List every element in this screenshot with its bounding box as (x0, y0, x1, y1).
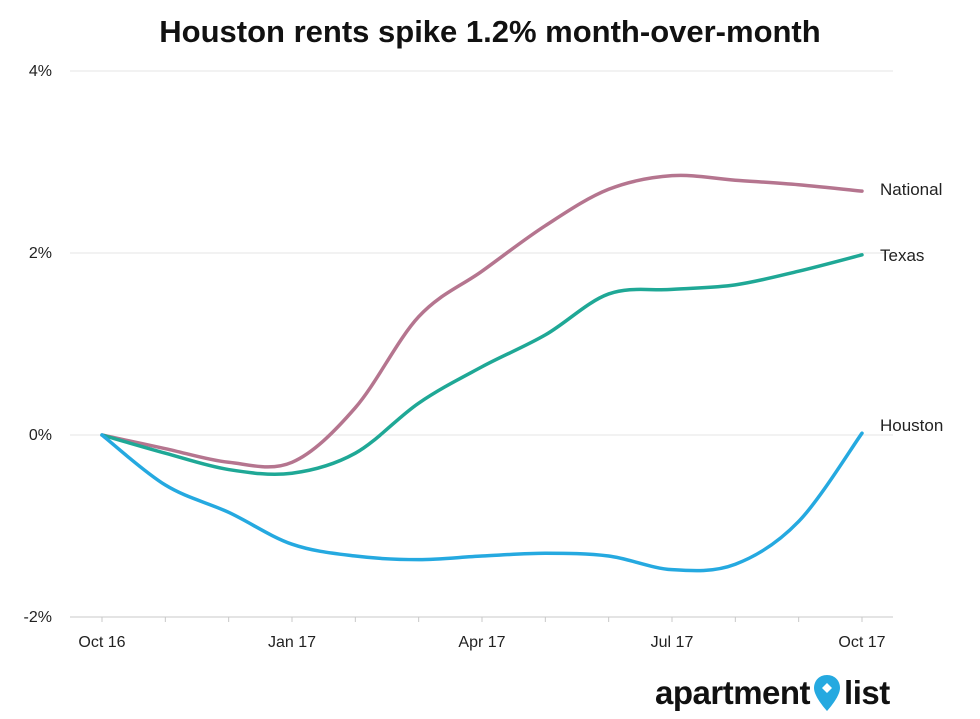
logo-text-apartment: apartment (655, 674, 811, 711)
x-tick-label: Oct 17 (838, 634, 885, 651)
apartment-list-logo: apartment list (655, 668, 890, 718)
series-line-national (100, 173, 864, 469)
series-labels: National Texas Houston (880, 180, 943, 435)
series-label-houston: Houston (880, 416, 943, 435)
y-tick-label: 2% (29, 245, 52, 262)
series-label-texas: Texas (880, 246, 924, 265)
series-lines (100, 173, 864, 573)
y-tick-label: -2% (24, 609, 52, 626)
series-label-national: National (880, 180, 942, 199)
y-axis-ticks: -2% 0% 2% 4% (24, 63, 52, 626)
chart-title: Houston rents spike 1.2% month-over-mont… (159, 14, 821, 49)
map-pin-icon (814, 675, 841, 711)
series-line-texas (100, 253, 864, 477)
x-tick-label: Jul 17 (651, 634, 694, 651)
line-chart: -2% 0% 2% 4% Oct 16 Jan 17 Apr 17 Jul 17 Oct 17… (24, 63, 944, 651)
series-line-houston (100, 431, 864, 573)
x-axis-ticks: Oct 16 Jan 17 Apr 17 Jul 17 Oct 17 (78, 617, 886, 651)
gridlines (70, 70, 893, 618)
x-tick-label: Apr 17 (458, 634, 505, 651)
x-tick-label: Oct 16 (78, 634, 125, 651)
y-tick-label: 0% (29, 427, 52, 444)
logo-text-list: list (844, 674, 890, 711)
y-tick-label: 4% (29, 63, 52, 80)
x-tick-label: Jan 17 (268, 634, 316, 651)
